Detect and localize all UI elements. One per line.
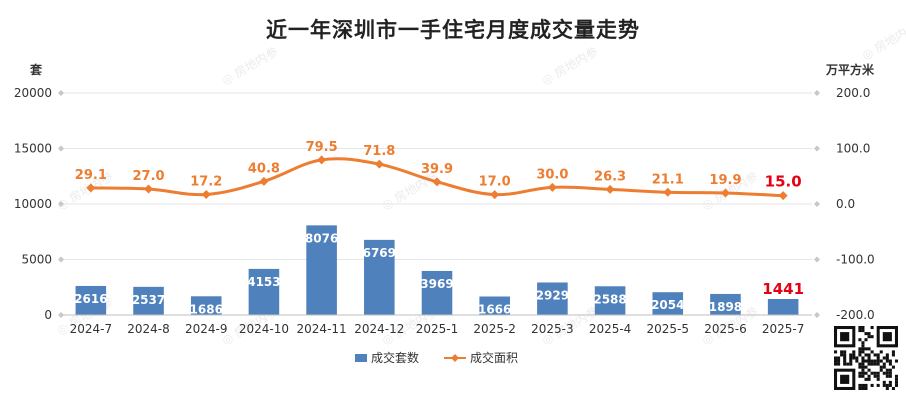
line-value-label: 19.9: [709, 173, 741, 188]
bar-value-label: 1686: [190, 302, 223, 316]
bar-value-label: 3969: [420, 277, 453, 291]
right-axis-tick: 0.0: [836, 197, 855, 211]
bar: [421, 270, 453, 315]
bar-value-label: 6769: [363, 246, 396, 260]
line-point: [144, 184, 154, 194]
tick-marker: [814, 145, 820, 152]
legend-line-marker: [451, 354, 459, 362]
bar: [710, 293, 741, 315]
right-axis-unit: 万平方米: [825, 62, 875, 77]
line-value-label: 26.3: [594, 169, 626, 184]
line-point: [317, 155, 327, 165]
x-axis-label: 2024-8: [127, 322, 170, 336]
line-value-label: 30.0: [536, 167, 568, 182]
bar-value-label: 2537: [132, 293, 165, 307]
line-value-label: 40.8: [248, 161, 280, 176]
right-axis-tick: 100.0: [836, 142, 870, 156]
bar-value-label: 2588: [593, 292, 626, 306]
left-axis-tick: 15000: [14, 142, 52, 156]
bar-value-label: 1441: [762, 280, 804, 298]
left-axis-tick: 5000: [21, 253, 52, 267]
x-axis-label: 2024-10: [239, 322, 289, 336]
x-axis-label: 2025-1: [416, 322, 459, 336]
tick-marker: [58, 256, 64, 263]
bar-value-label: 1898: [709, 300, 742, 314]
left-axis-unit: 套: [29, 62, 43, 77]
bar: [594, 286, 626, 315]
tick-marker: [814, 201, 820, 207]
line-value-label: 15.0: [765, 173, 802, 191]
bar: [767, 299, 799, 315]
line-value-label: 29.1: [75, 168, 107, 183]
right-axis-tick: 200.0: [836, 86, 870, 100]
line-point: [663, 187, 673, 197]
line-point: [778, 191, 788, 201]
line-value-label: 71.8: [363, 144, 395, 159]
line-point: [605, 184, 615, 194]
watermark-text: ◎ 房地内参: [859, 18, 906, 62]
tick-marker: [814, 312, 820, 318]
line-point: [86, 183, 96, 193]
x-axis-label: 2024-11: [297, 322, 347, 336]
bar: [306, 225, 337, 315]
chart-title: 近一年深圳市一手住宅月度成交量走势: [266, 18, 640, 42]
x-axis-label: 2024-7: [70, 322, 113, 336]
x-axis-label: 2024-9: [185, 322, 228, 336]
bar-value-label: 1666: [478, 303, 511, 317]
line-point: [201, 189, 211, 199]
bar: [190, 296, 222, 315]
legend-line-label: 成交面积: [470, 350, 518, 365]
left-axis-tick: 10000: [14, 197, 52, 211]
x-axis-label: 2025-4: [589, 322, 632, 336]
line-value-label: 21.1: [652, 172, 684, 187]
line-point: [720, 188, 730, 198]
tick-marker: [58, 90, 64, 96]
line-point: [547, 182, 557, 192]
line-value-label: 17.2: [190, 174, 222, 189]
left-axis-tick: 0: [44, 308, 52, 322]
x-axis-label: 2025-2: [473, 322, 516, 336]
bar: [75, 285, 107, 315]
line-value-label: 39.9: [421, 162, 453, 177]
x-axis-label: 2024-12: [354, 322, 404, 336]
bar: [248, 268, 280, 315]
legend-bar-label: 成交套数: [371, 350, 419, 365]
bar-value-label: 2929: [536, 288, 569, 302]
bar: [652, 292, 684, 315]
x-axis-label: 2025-6: [704, 322, 747, 336]
line-value-label: 79.5: [306, 140, 338, 155]
line-point: [374, 159, 384, 169]
bar-value-label: 4153: [247, 275, 280, 289]
left-axis-tick: 20000: [14, 86, 52, 100]
qr-code-icon: [834, 326, 898, 390]
tick-marker: [58, 312, 64, 318]
bar: [364, 239, 395, 315]
bar-value-label: 8076: [305, 231, 338, 245]
right-axis-tick: -100.0: [836, 253, 875, 267]
bar: [537, 282, 568, 315]
line-point: [432, 177, 442, 187]
right-axis-tick: -200.0: [836, 308, 875, 322]
tick-marker: [58, 201, 64, 207]
watermark-text: ◎ 房地内参: [219, 43, 280, 87]
watermark-text: ◎ 房地内参: [539, 43, 600, 87]
line-value-label: 27.0: [132, 169, 164, 184]
bar: [479, 296, 510, 315]
x-axis-label: 2025-5: [647, 322, 690, 336]
bar: [133, 286, 164, 315]
line-value-label: 17.0: [479, 175, 511, 190]
tick-marker: [58, 145, 64, 152]
legend-bar-swatch: [355, 354, 367, 362]
tick-marker: [814, 90, 820, 96]
bar-value-label: 2054: [651, 298, 684, 312]
x-axis-label: 2025-3: [531, 322, 574, 336]
bar-value-label: 2616: [74, 292, 107, 306]
line-point: [259, 176, 269, 186]
line-point: [490, 190, 500, 200]
tick-marker: [814, 256, 820, 263]
x-axis-label: 2025-7: [762, 322, 805, 336]
